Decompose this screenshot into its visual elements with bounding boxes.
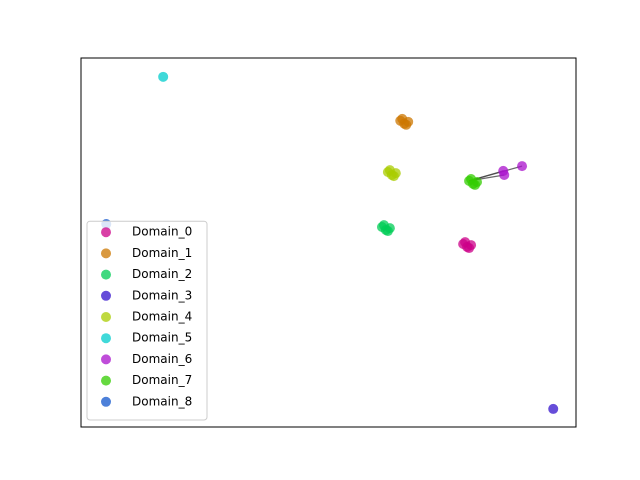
legend-label: Domain_3 <box>132 288 192 302</box>
legend-marker <box>101 375 111 386</box>
legend-marker <box>101 312 111 322</box>
point <box>388 171 399 182</box>
legend-label: Domain_2 <box>132 267 192 281</box>
point <box>517 161 528 172</box>
point <box>158 71 169 82</box>
legend-label: Domain_8 <box>132 394 192 408</box>
legend-marker <box>101 248 111 259</box>
points <box>101 71 559 414</box>
legend-marker <box>101 333 111 344</box>
point <box>470 179 481 190</box>
legend-marker <box>101 227 111 238</box>
legend-label: Domain_1 <box>132 246 192 260</box>
point <box>499 169 510 180</box>
axes-frame <box>80 57 577 428</box>
legend-marker <box>101 354 111 365</box>
legend-label: Domain_5 <box>132 331 192 345</box>
legend-label: Domain_0 <box>132 225 192 239</box>
legend-marker <box>101 396 111 407</box>
point <box>401 119 412 130</box>
legend-marker <box>101 269 111 280</box>
point <box>464 243 475 254</box>
legend-frame <box>86 220 208 421</box>
legend-label: Domain_4 <box>132 310 192 324</box>
legend: Domain_0 Domain_1 Domain_2 Domain_3 Domain_4… <box>86 220 208 421</box>
legend-marker <box>101 290 111 301</box>
legend-label: Domain_7 <box>132 373 192 387</box>
point <box>548 403 559 414</box>
point <box>382 226 393 237</box>
legend-label: Domain_6 <box>132 352 192 366</box>
